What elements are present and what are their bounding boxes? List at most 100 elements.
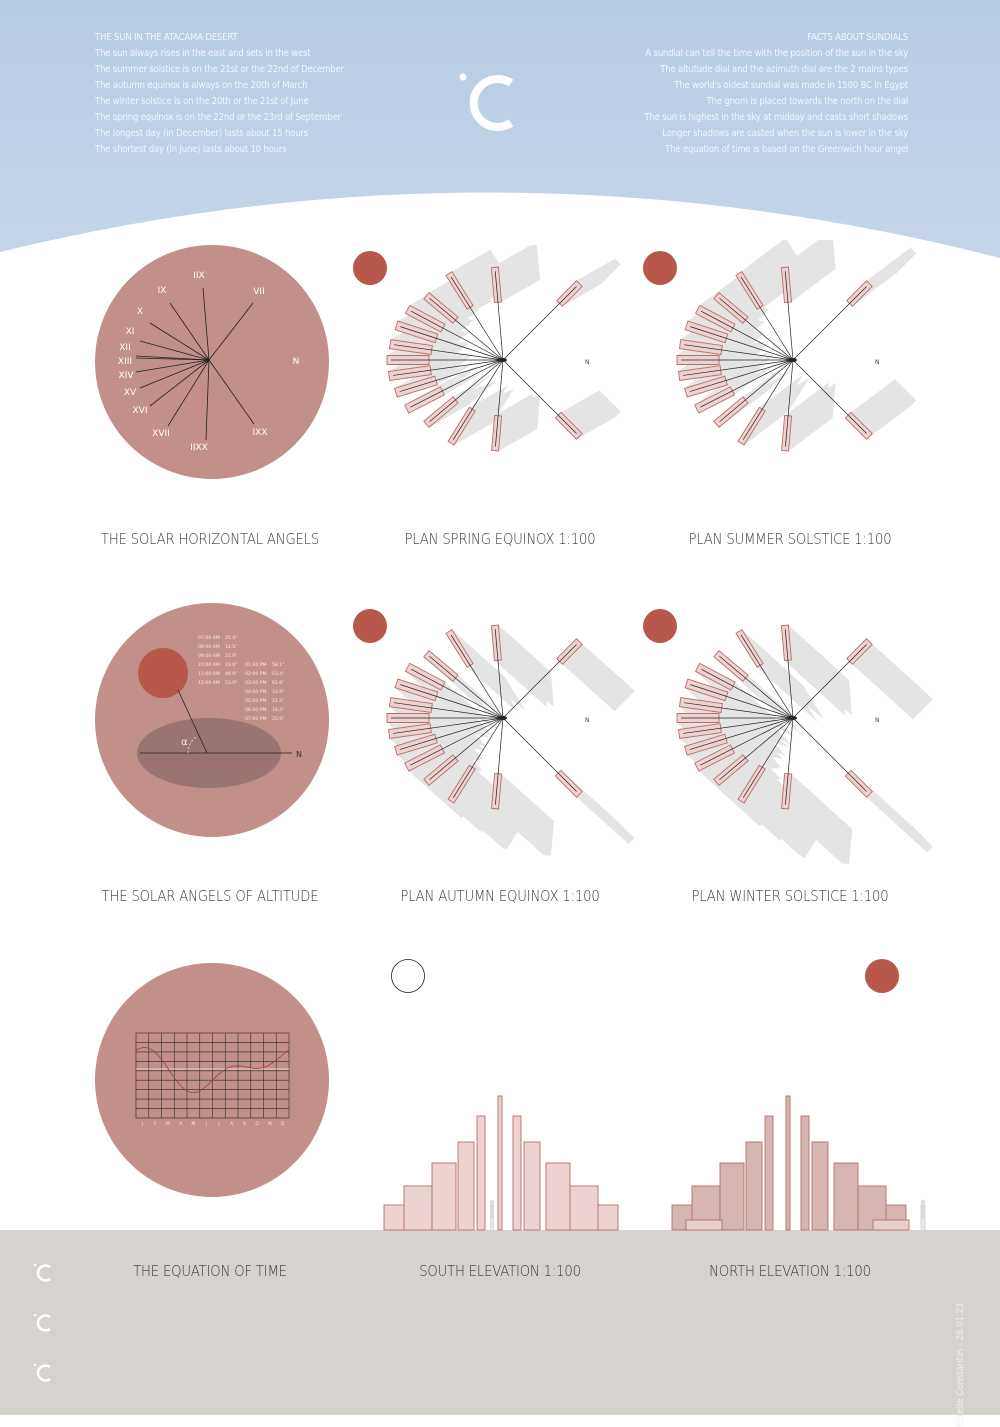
numeral: VII: [253, 287, 264, 297]
north-label: N: [875, 717, 880, 724]
sun-fact: The longest day (in December) lasts abou…: [95, 128, 309, 139]
caption-altitude-angles: THE SOLAR ANGELS OF ALTITUDE: [101, 887, 319, 905]
celsius-logo-small: [33, 1313, 51, 1332]
sundial-fact: Longer shadows are casted when the sun i…: [662, 128, 908, 139]
numeral: XI: [126, 327, 135, 337]
sun-fact: The autumn equinox is always on the 20th…: [95, 80, 308, 91]
numeral: XVII: [152, 429, 170, 439]
table-time: 04:00 PM: [245, 689, 266, 695]
numeral: XV: [124, 388, 137, 398]
table-time: 08:00 AM: [198, 644, 220, 650]
caption-south-elevation: SOUTH ELEVATION 1:100: [419, 1262, 581, 1280]
table-time: 10:00 AM: [198, 662, 220, 668]
month-label: A: [179, 1121, 183, 1127]
table-angle: 21.9°: [225, 653, 238, 659]
north-label: N: [296, 750, 302, 759]
altitude-dial: α N 07:00 AM 25.4° 08:00 AM 14.5° 09:00 AM…: [95, 603, 329, 837]
caption-north-elevation: NORTH ELEVATION 1:100: [709, 1262, 871, 1280]
sun-fact: The spring equinox is on the 22nd or the…: [95, 112, 341, 123]
table-angle: 16.4°: [272, 707, 285, 713]
caption-autumn-equinox: PLAN AUTUMN EQUINOX 1:100: [400, 887, 600, 905]
numeral: X: [137, 307, 143, 317]
table-angle: 33.9°: [272, 689, 285, 695]
table-angle: 25.9°: [272, 716, 285, 722]
table-angle: 25.4°: [225, 635, 238, 641]
sundial-fact: The equation of time is based on the Gre…: [665, 144, 908, 155]
alpha-label: α: [181, 737, 188, 748]
sun-icon: [353, 609, 387, 643]
north-label: N: [585, 717, 590, 724]
numeral: IX: [158, 286, 167, 296]
table-time: 06:00 PM: [245, 707, 266, 713]
numeral: IIX: [193, 271, 204, 281]
sun-fact: The shortest day (in June) lasts about 1…: [95, 144, 287, 155]
plan-summer-solstice: N: [643, 240, 917, 452]
month-label: M: [166, 1121, 170, 1127]
month-label: A: [230, 1121, 234, 1127]
table-angle: 29.6°: [225, 662, 238, 668]
numeral: IIXX: [190, 443, 208, 453]
footer-ground: [0, 1230, 1000, 1415]
numeral: XII: [119, 343, 130, 353]
table-time: 09:00 AM: [198, 653, 220, 659]
sun-icon: [353, 251, 387, 285]
sundial-fact: The world's oldest sundial was made in 1…: [674, 80, 908, 91]
dial-stone: [95, 245, 329, 479]
celsius-logo-small: [33, 1363, 51, 1382]
table-time: 01:00 PM: [245, 662, 266, 668]
numeral: XVI: [133, 406, 148, 416]
celsius-logo: [459, 73, 514, 131]
sun-facts-block: THE SUN IN THE ATACAMA DESERT The sun al…: [95, 30, 415, 158]
month-label: S: [243, 1121, 246, 1127]
table-angle: 14.5°: [225, 644, 238, 650]
table-angle: 46.9°: [225, 671, 238, 677]
table-angle: 58.1°: [272, 662, 285, 668]
table-angle: 53.4°: [272, 671, 285, 677]
north-elevation: [671, 1095, 926, 1231]
celsius-logo-small: [33, 1263, 51, 1282]
sun-icon: [643, 251, 677, 285]
caption-winter-solstice: PLAN WINTER SOLSTICE 1:100: [691, 887, 889, 905]
month-label: N: [268, 1121, 271, 1127]
sundial-fact: The sun is highest in the sky at midday …: [644, 112, 909, 123]
month-label: J: [141, 1121, 143, 1127]
sundial-fact: A sundial can tell the time with the pos…: [645, 48, 908, 59]
sun-facts-title: THE SUN IN THE ATACAMA DESERT: [95, 32, 238, 43]
north-label: N: [875, 359, 880, 366]
sun-icon: [865, 959, 899, 993]
north-label: N: [293, 357, 300, 367]
sun-icon: [138, 648, 188, 698]
caption-equation-of-time: THE EQUATION OF TIME: [133, 1262, 287, 1280]
month-label: O: [255, 1121, 259, 1127]
plan-autumn-equinox: N: [353, 609, 635, 856]
sundial-fact: The altutude dial and the azimuth dial a…: [660, 64, 908, 75]
sundial-facts-title: FACTS ABOUT SUNDIALS: [807, 32, 908, 43]
table-time: 05:00 PM: [245, 698, 266, 704]
month-label: D: [281, 1121, 285, 1127]
sun-fact: The summer solstice is on the 21st or th…: [95, 64, 344, 75]
sun-icon: [643, 609, 677, 643]
sun-fact: The sun always rises in the east and set…: [95, 48, 311, 59]
north-label: N: [585, 359, 590, 366]
table-time: 11:00 AM: [198, 671, 220, 677]
horizontal-dial: IIX VII IX X XI XII XIII XIV XV XVI XVII…: [95, 245, 329, 479]
caption-horizontal-angles: THE SOLAR HORIZONTAL ANGELS: [100, 530, 320, 548]
sun-outline-icon: [391, 959, 425, 993]
table-time: 03:00 PM: [245, 680, 266, 686]
month-label: M: [191, 1121, 195, 1127]
plan-winter-solstice: N: [643, 609, 933, 864]
table-angle: 61.6°: [272, 680, 285, 686]
numeral: XIII: [118, 357, 132, 367]
table-time: 12:00 AM: [198, 680, 220, 686]
numeral: IXX: [253, 428, 268, 438]
caption-summer-solstice: PLAN SUMMER SOLSTICE 1:100: [688, 530, 892, 548]
month-label: J: [217, 1121, 219, 1127]
table-time: 07:00 AM: [198, 635, 220, 641]
table-angle: 21.5°: [272, 698, 285, 704]
numeral: XIV: [119, 371, 135, 381]
sun-fact: The winter solstice is on the 20th or th…: [95, 96, 309, 107]
caption-spring-equinox: PLAN SPRING EQUINOX 1:100: [404, 530, 596, 548]
table-time: 02:00 PM: [245, 671, 266, 677]
south-elevation: [383, 1095, 619, 1231]
